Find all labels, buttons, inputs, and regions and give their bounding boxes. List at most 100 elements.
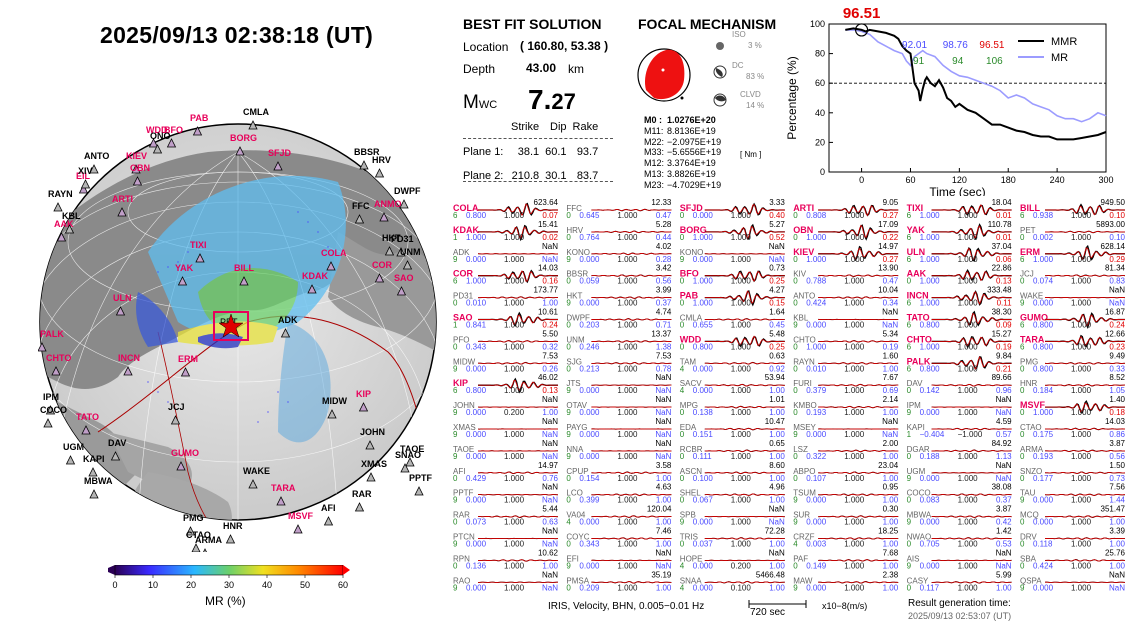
synthetic-waveform	[704, 581, 785, 584]
station-label-kdak: KDAK	[302, 271, 328, 281]
coef-value-1: 0.000	[579, 299, 600, 308]
station-name: CMLA	[680, 314, 703, 323]
station-name: SBA	[1020, 554, 1037, 563]
mr-value: NaN	[542, 583, 558, 592]
synthetic-waveform	[818, 559, 899, 562]
mr-chart: 0 20 40 60 80 100 0 60 120 180 240 300 Time (sec) Per…	[785, 5, 1114, 196]
waveform-panel-rpn: RPN 10.62 0 0.136 1.000 1.00	[453, 548, 559, 570]
synthetic-waveform	[1045, 471, 1126, 474]
weight-value: 0	[1020, 561, 1025, 570]
max-amplitude: 1.42	[996, 527, 1012, 536]
weight-value: 9	[566, 299, 571, 308]
max-amplitude: 110.78	[988, 220, 1012, 229]
mr-value: 0.23	[1109, 342, 1125, 351]
station-name: SJG	[566, 357, 582, 366]
waveform-panel-gumo: GUMO 16.87 6 0.800 1.000 0.24	[1020, 308, 1126, 330]
weight-value: 0	[566, 364, 571, 373]
weight-value: 0	[1020, 430, 1025, 439]
mr-value: NaN	[542, 430, 558, 439]
beachball-compression	[644, 49, 685, 100]
coef-value-2: 1.000	[731, 430, 752, 439]
coef-value-2: 1.000	[844, 583, 865, 592]
station-name: YAK	[907, 225, 926, 235]
coef-value-1: 0.000	[466, 255, 487, 264]
mr-ylabel: Percentage (%)	[785, 56, 799, 139]
max-amplitude: 14.97	[878, 242, 899, 251]
waveform-panel-payg: PAYG NaN 9 0.000 1.000 NaN	[566, 417, 671, 439]
station-triangle-icon	[185, 526, 196, 536]
station-name: WAKE	[1020, 292, 1043, 301]
mr-value: 1.00	[883, 496, 899, 505]
weight-value: 9	[907, 474, 912, 483]
coef-value-1: 0.117	[920, 583, 940, 592]
station-label-obn: OBN	[130, 163, 150, 173]
coef-value-1: 0.000	[466, 496, 487, 505]
max-amplitude: 5466.48	[756, 570, 785, 579]
waveform-panel-sur: SUR 0.30 9 0.000 1.000 1.00	[793, 505, 899, 527]
colorbar-tick: 50	[300, 580, 310, 590]
mr-value: NaN	[655, 408, 671, 417]
synthetic-waveform	[818, 493, 899, 496]
coef-value-2: 1.000	[844, 321, 865, 330]
mr-value: 0.53	[996, 540, 1012, 549]
station-triangle-icon	[89, 164, 99, 174]
mr-value: 0.10	[1109, 211, 1125, 220]
coef-value-2: 1.000	[958, 561, 979, 570]
waveform-panel-mcq: MCQ 351.47 0 0.000 1.000 1.00	[1020, 505, 1126, 527]
coef-value-2: 1.000	[504, 321, 525, 330]
weight-value: 0	[1020, 364, 1025, 373]
max-amplitude: 5.27	[769, 220, 785, 229]
synthetic-waveform	[931, 515, 1012, 518]
peak-marker	[854, 23, 869, 37]
station-triangle-icon	[191, 543, 201, 552]
station-name: CPUP	[566, 467, 588, 476]
mr-annotation: 94	[952, 56, 964, 67]
waveform-panel-rayn: RAYN 1.60 0 0.010 1.000 1.00	[793, 351, 899, 373]
coef-value-2: 1.000	[844, 452, 865, 461]
station-name: BBSR	[566, 270, 588, 279]
coef-value-2: 1.000	[617, 452, 638, 461]
mr-value: NaN	[769, 255, 785, 264]
waveform-panel-coyc: COYC 7.46 0 0.343 1.000 1.00	[566, 527, 672, 549]
waveform-panel-sfjd: SFJD 3.33 0 0.000 1.000 0.40	[680, 198, 786, 220]
station-triangle-icon	[148, 138, 159, 148]
moment-unit: [ Nm ]	[740, 150, 762, 159]
max-amplitude: 5.28	[656, 220, 672, 229]
mr-xtick: 180	[1001, 175, 1016, 185]
coef-value-2: 1.000	[617, 540, 638, 549]
coef-value-2: 1.000	[1071, 233, 1092, 242]
waveform-panel-ugm: UGM NaN 9 0.000 1.000 NaN	[907, 461, 1012, 483]
station-label-uln: ULN	[113, 293, 132, 303]
station-name: AAK	[907, 269, 927, 279]
weight-value: 0	[680, 430, 685, 439]
strike-header: Strike	[511, 121, 540, 133]
weight-value: 9	[1020, 583, 1025, 592]
weight-value: 0	[793, 299, 798, 308]
coef-value-2: 1.000	[504, 496, 525, 505]
coef-value-2: 1.000	[1071, 430, 1092, 439]
station-label-hrv: HRV	[372, 155, 391, 165]
mr-value: NaN	[542, 496, 558, 505]
waveform-panel-tau: TAU 7.56 9 0.000 1.000 1.44	[1020, 483, 1126, 505]
station-label-midw: MIDW	[322, 396, 347, 406]
synthetic-waveform	[931, 312, 1012, 326]
waveform-panel-jts: JTS NaN 9 0.000 1.000 NaN	[566, 373, 671, 395]
mr-value: 0.71	[656, 321, 672, 330]
station-name: COYC	[566, 533, 589, 542]
weight-value: 0	[1020, 233, 1025, 242]
coef-value-2: 1.000	[1071, 342, 1092, 351]
station-name: NNA	[566, 445, 584, 454]
max-amplitude: NaN	[542, 439, 558, 448]
max-amplitude: NaN	[882, 308, 898, 317]
max-amplitude: 5.48	[769, 329, 785, 338]
max-amplitude: 15.41	[538, 220, 559, 229]
mr-value: 1.00	[769, 386, 785, 395]
station-name: VA04	[566, 511, 586, 520]
max-amplitude: 2.38	[883, 570, 899, 579]
station-name: PAYG	[566, 423, 587, 432]
coef-value-1: 0.188	[920, 452, 941, 461]
coef-value-1: 0.800	[1033, 364, 1054, 373]
coef-value-1: 0.002	[1033, 233, 1054, 242]
coef-value-1: 0.429	[466, 474, 487, 483]
station-triangle-icon	[307, 284, 317, 294]
